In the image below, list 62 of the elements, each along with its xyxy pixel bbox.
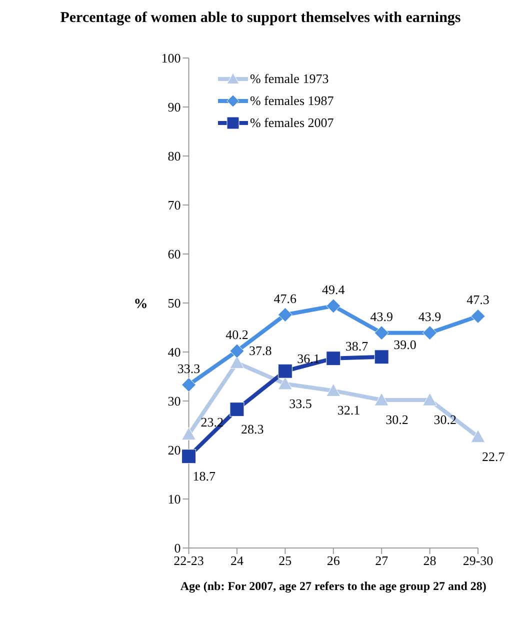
y-tick-label: 100 [161, 50, 181, 66]
data-label: 43.9 [370, 308, 393, 324]
y-axis-title: % [134, 296, 148, 312]
point [374, 326, 389, 340]
y-tick-label: 10 [168, 492, 181, 507]
x-tick-label: 28 [423, 553, 436, 568]
chart-title: Percentage of women able to support themselves with earnings [59, 9, 462, 28]
data-label: 22.7 [482, 448, 506, 464]
data-label: 36.1 [297, 351, 320, 366]
y-tick-label: 20 [168, 442, 181, 458]
point [230, 402, 244, 417]
y-tick-label: 30 [168, 394, 181, 409]
data-label: 47.6 [274, 290, 298, 306]
data-label: 43.9 [418, 308, 442, 324]
y-tick-label: 80 [168, 148, 181, 164]
data-label: 37.8 [248, 342, 272, 358]
x-tick-label: 25 [278, 553, 292, 568]
legend-label: % female 1973 [250, 71, 329, 87]
x-tick-label: 22-23 [174, 553, 204, 568]
point [278, 364, 292, 378]
legend-label: % females 1987 [250, 93, 334, 109]
y-tick-label: 0 [174, 540, 181, 556]
point [326, 383, 341, 397]
legend-label: % females 2007 [250, 115, 334, 131]
point [470, 430, 486, 443]
point [326, 298, 341, 314]
x-tick-label: 29-30 [462, 553, 494, 568]
data-label: 30.2 [386, 412, 408, 428]
y-tick-label: 40 [168, 344, 181, 360]
point [374, 350, 389, 364]
x-tick-label: 26 [326, 553, 340, 568]
point [182, 378, 196, 392]
x-axis-title: Age (nb: For 2007, age 27 refers to the age group 27 and 28) [180, 579, 486, 593]
data-label: 30.2 [434, 412, 457, 428]
data-label: 40.2 [226, 327, 248, 342]
data-label: 38.7 [345, 338, 369, 354]
data-label: 47.3 [466, 292, 490, 308]
point [374, 392, 389, 406]
data-label: 39.0 [394, 336, 416, 352]
point [230, 344, 244, 358]
point [182, 427, 196, 440]
x-tick-label: 24 [230, 553, 244, 568]
data-label: 28.3 [240, 421, 264, 436]
point [422, 392, 438, 406]
data-label: 23.2 [200, 414, 224, 430]
data-label: 49.4 [322, 282, 346, 297]
point [470, 308, 486, 324]
data-label: 32.1 [337, 402, 360, 418]
point [230, 356, 244, 369]
point [422, 326, 438, 340]
point [278, 308, 292, 322]
point [182, 449, 196, 464]
x-tick-label: 27 [375, 553, 389, 568]
point [278, 376, 292, 390]
y-tick-label: 50 [168, 296, 181, 311]
y-tick-label: 60 [168, 246, 181, 262]
y-tick-label: 70 [168, 198, 181, 213]
data-label: 18.7 [192, 468, 216, 484]
data-label: 33.5 [289, 396, 312, 411]
data-label: 33.3 [177, 360, 200, 376]
y-tick-label: 90 [168, 100, 181, 115]
point [326, 351, 341, 366]
